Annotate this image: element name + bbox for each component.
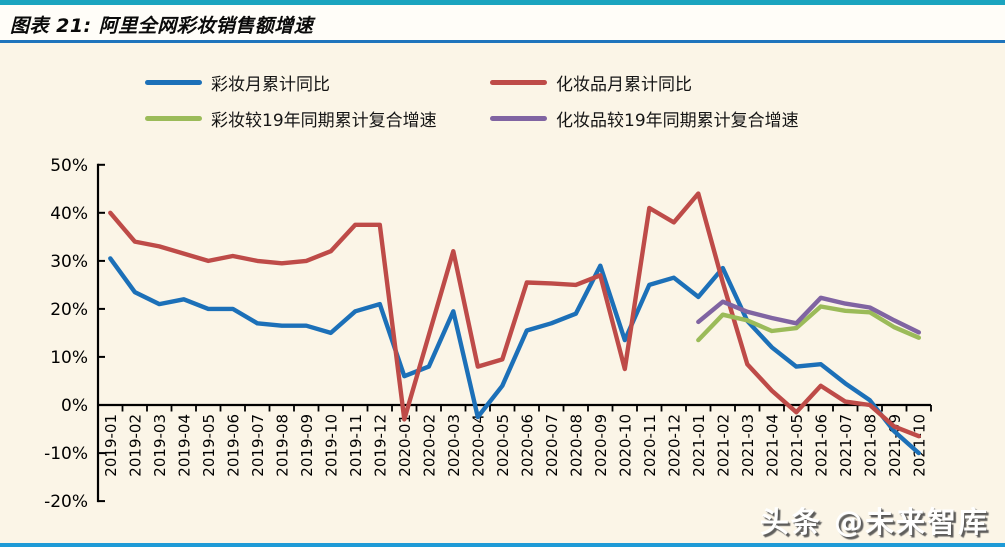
x-axis-label: 2019-10 (322, 414, 340, 477)
x-axis-label: 2019-02 (126, 414, 144, 477)
x-axis-label: 2019-01 (102, 414, 120, 477)
x-axis-label: 2019-05 (200, 414, 218, 477)
legend-item-makeup-monthly: 彩妆月累计同比 (145, 70, 490, 95)
x-axis-label: 2020-01 (396, 414, 414, 477)
legend-label: 彩妆较19年同期累计复合增速 (211, 110, 437, 131)
y-axis-label: 10% (50, 348, 88, 368)
page-title: 图表 21: 阿里全网彩妆销售额增速 (10, 15, 314, 37)
x-axis-label: 2020-02 (420, 414, 438, 477)
title-divider (0, 40, 1005, 43)
legend-label: 彩妆月累计同比 (211, 74, 330, 95)
x-axis-label: 2020-12 (665, 414, 683, 477)
x-axis-label: 2021-03 (739, 414, 757, 477)
x-axis-label: 2019-07 (249, 414, 267, 477)
x-axis-label: 2021-06 (812, 414, 830, 477)
x-axis-label: 2021-02 (714, 414, 732, 477)
legend-item-cosmetics-monthly: 化妆品月累计同比 (490, 70, 692, 95)
series-line-2 (696, 304, 921, 343)
y-axis-label: 20% (50, 300, 88, 320)
y-axis-label: -10% (44, 444, 88, 464)
x-axis-label: 2021-07 (837, 414, 855, 477)
x-axis-label: 2019-11 (347, 414, 365, 477)
bottom-border (0, 543, 1005, 547)
legend-label: 化妆品月累计同比 (556, 74, 692, 95)
y-axis-label: 50% (50, 156, 88, 176)
x-axis-label: 2020-03 (445, 414, 463, 477)
title-bar: 图表 21: 阿里全网彩妆销售额增速 (0, 5, 1005, 41)
legend-label: 化妆品较19年同期累计复合增速 (556, 110, 799, 131)
series-line-3 (696, 295, 921, 335)
x-axis-label: 2019-03 (151, 414, 169, 477)
legend-swatch-blue (145, 79, 202, 85)
y-axis-label: 40% (50, 204, 88, 224)
x-axis-label: 2019-06 (224, 414, 242, 477)
watermark: 头条 @未来智库 (759, 505, 989, 539)
x-axis-label: 2019-04 (175, 414, 193, 477)
x-axis-label: 2021-08 (861, 414, 879, 477)
y-axis-label: 30% (50, 252, 88, 272)
chart-legend: 彩妆月累计同比 化妆品月累计同比 彩妆较19年同期累计复合增速 化妆品较19年同… (145, 64, 975, 136)
x-axis-label: 2020-08 (567, 414, 585, 477)
x-axis-label: 2021-01 (690, 414, 708, 477)
legend-row-1: 彩妆月累计同比 化妆品月累计同比 (145, 64, 975, 100)
x-axis-label: 2020-10 (616, 414, 634, 477)
x-axis-label: 2019-12 (371, 414, 389, 477)
top-border (0, 0, 1005, 5)
x-axis-label: 2020-11 (641, 414, 659, 477)
legend-item-makeup-cagr: 彩妆较19年同期累计复合增速 (145, 106, 490, 131)
legend-row-2: 彩妆较19年同期累计复合增速 化妆品较19年同期累计复合增速 (145, 100, 975, 136)
x-axis-label: 2020-07 (543, 414, 561, 477)
x-axis-label: 2020-04 (469, 414, 487, 477)
legend-swatch-purple (490, 115, 547, 121)
x-axis-label: 2021-10 (910, 414, 928, 477)
x-axis-label: 2019-09 (298, 414, 316, 477)
legend-swatch-green (145, 115, 202, 121)
x-axis-label: 2021-05 (788, 414, 806, 477)
series-line-1 (108, 191, 921, 439)
x-axis-label: 2020-09 (592, 414, 610, 477)
x-axis-label: 2021-04 (763, 414, 781, 477)
x-axis-label: 2019-08 (273, 414, 291, 477)
x-axis-label: 2020-05 (494, 414, 512, 477)
x-axis-label: 2020-06 (518, 414, 536, 477)
series-line-0 (108, 256, 921, 456)
y-axis-label: -20% (44, 492, 88, 512)
y-axis-label: 0% (61, 396, 88, 416)
legend-swatch-red (490, 79, 547, 85)
legend-item-cosmetics-cagr: 化妆品较19年同期累计复合增速 (490, 106, 799, 131)
